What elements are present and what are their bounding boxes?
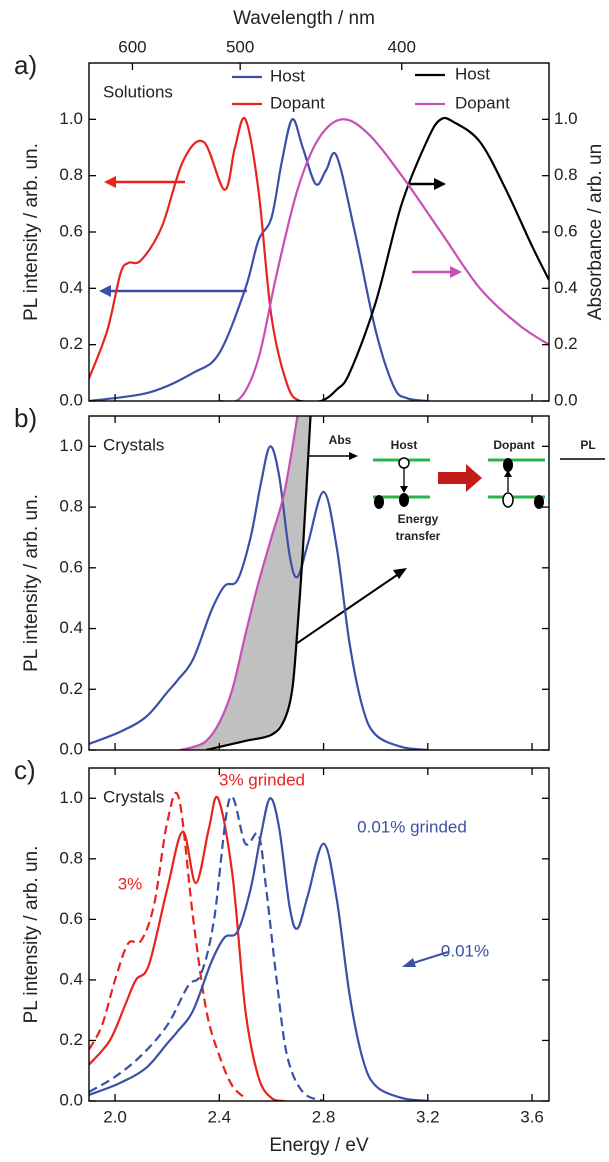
y-tick-label: 0.0: [59, 1090, 83, 1109]
legend-label: Host: [455, 64, 490, 83]
plot-area: [89, 116, 549, 401]
y-tick-label: 0.4: [59, 618, 83, 637]
series-line: [206, 416, 312, 750]
y-tick-label: 0.6: [59, 557, 83, 576]
y-tick-label: 0.8: [59, 497, 83, 516]
series-line: [89, 118, 428, 401]
y2-tick-label: 0.8: [554, 165, 578, 184]
y2-tick-label: 1.0: [554, 109, 578, 128]
energy-transfer-diagram: Abs Host Dopant PL Energy transfer: [267, 433, 605, 664]
plot-area: [89, 416, 428, 750]
series-line: [89, 795, 285, 1101]
series-line: [89, 791, 247, 1099]
x-tick-label: 2.0: [103, 1107, 127, 1126]
y-tick-label: 0.6: [59, 909, 83, 928]
plot-area: [89, 791, 428, 1101]
y2-axis-label: Absorbance / arb. un: [585, 144, 606, 320]
legend-label: Host: [270, 66, 305, 85]
panel-annotation: Crystals: [103, 787, 164, 806]
axis-arrows: [99, 176, 462, 297]
y-tick-label: 0.4: [59, 278, 83, 297]
panel-annotation: Crystals: [103, 435, 164, 454]
diagram-label: Energy: [398, 512, 439, 526]
series-line: [89, 445, 428, 750]
y-tick-label: 0.2: [59, 1030, 83, 1049]
x2-tick-label: 500: [226, 37, 254, 56]
plot-frame: [88, 62, 550, 402]
x-tick-label: 3.6: [520, 1107, 544, 1126]
x-tick-label: 2.8: [312, 1107, 336, 1126]
plot-frame: [88, 767, 550, 1102]
series-line: [219, 118, 549, 401]
y-axis-label: PL intensity / arb. un.: [21, 846, 42, 1024]
y-tick-label: 0.8: [59, 848, 83, 867]
series-line: [297, 116, 549, 401]
panel-label: b): [14, 403, 37, 433]
y-tick-label: 0.6: [59, 221, 83, 240]
series-line: [89, 116, 324, 401]
y-axis-label: PL intensity / arb. un.: [21, 494, 42, 672]
y-tick-label: 0.8: [59, 165, 83, 184]
series-line: [89, 797, 428, 1101]
x2-axis-label: Wavelength / nm: [233, 8, 375, 29]
plot-frame: [88, 415, 550, 751]
y2-tick-label: 0.6: [554, 221, 578, 240]
x-tick-label: 2.4: [207, 1107, 231, 1126]
diagram-label: Abs: [329, 433, 352, 447]
y-tick-label: 0.2: [59, 679, 83, 698]
legend-label: Dopant: [455, 93, 510, 112]
x-axis-label: Energy / eV: [269, 1135, 369, 1156]
overlap-area: [180, 416, 311, 750]
panel-annotation: Solutions: [103, 82, 173, 101]
series-label: 0.01%: [441, 941, 489, 960]
annotation-arrow: [402, 951, 449, 967]
series-label: 0.01% grinded: [357, 817, 467, 836]
y-tick-label: 0.4: [59, 969, 83, 988]
x2-tick-label: 600: [118, 37, 146, 56]
y-tick-label: 0.2: [59, 334, 83, 353]
x2-tick-label: 400: [388, 37, 416, 56]
series-label: 3% grinded: [219, 770, 305, 789]
y-tick-label: 1.0: [59, 109, 83, 128]
y-tick-label: 1.0: [59, 436, 83, 455]
diagram-label: PL: [580, 438, 595, 452]
diagram-label: transfer: [396, 529, 441, 543]
y-tick-label: 0.0: [59, 739, 83, 758]
diagram-label: Host: [391, 438, 418, 452]
diagram-label: Dopant: [493, 438, 534, 452]
series-line: [179, 416, 299, 750]
panel-label: a): [14, 50, 37, 80]
y-axis-label: PL intensity / arb. un.: [21, 143, 42, 321]
y2-tick-label: 0.2: [554, 334, 578, 353]
panel-label: c): [14, 755, 36, 785]
y2-tick-label: 0.4: [554, 278, 578, 297]
y2-tick-label: 0.0: [554, 390, 578, 409]
y-tick-label: 0.0: [59, 390, 83, 409]
y-tick-label: 1.0: [59, 788, 83, 807]
series-label: 3%: [118, 874, 143, 893]
legend-label: Dopant: [270, 93, 325, 112]
x-tick-label: 3.2: [416, 1107, 440, 1126]
